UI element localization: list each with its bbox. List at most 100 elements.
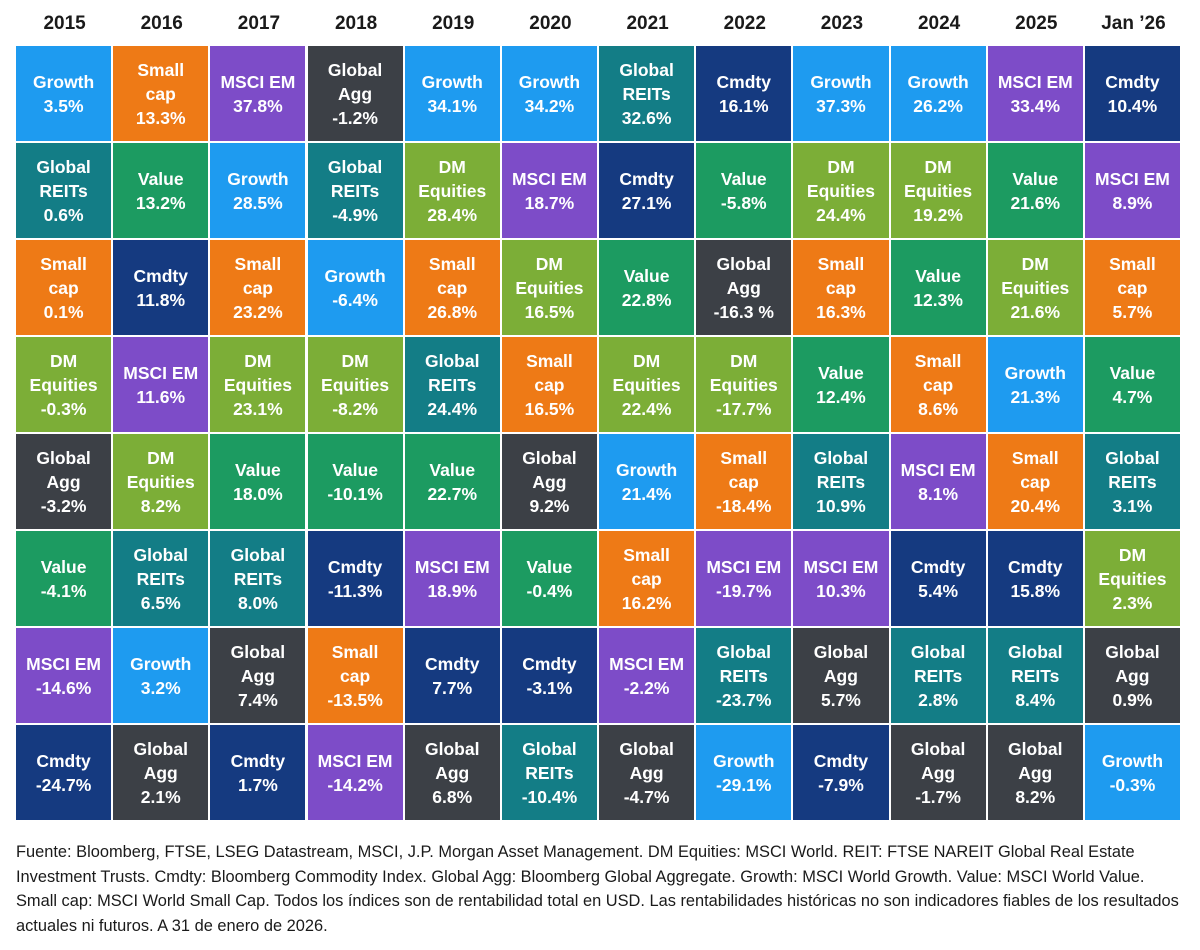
return-value: -1.2% [332,107,378,128]
asset-label: DM Equities [1098,544,1167,589]
return-tile: Cmdty 7.7% [404,628,500,723]
return-tile: Small cap 13.3% [113,46,209,141]
return-tile: Global Agg 5.7% [793,628,889,723]
year-header: 2024 [917,13,961,34]
return-tile: Cmdty -7.9% [793,725,889,820]
tile-text: Global Agg -3.2% [34,446,92,518]
asset-label: Growth [1101,750,1164,771]
return-tile: Global Agg 9.2% [501,434,597,529]
return-tile: MSCI EM 10.3% [793,531,889,626]
tile-text: MSCI EM 18.9% [413,555,492,603]
tile-text: Small cap 13.3% [134,58,188,130]
tile-text: Global REITs 24.4% [423,349,481,421]
return-tile: Growth 34.1% [404,46,500,141]
tile-text: Small cap 16.2% [620,543,674,615]
tile-text: DM Equities -0.3% [28,349,100,421]
year-header: 2021 [626,13,669,34]
tile-text: Value 12.4% [814,361,868,409]
return-value: 22.7% [427,483,478,504]
asset-label: Global Agg [133,738,188,783]
return-tile: Small cap 23.2% [210,240,306,335]
return-value: 8.4% [1015,689,1056,710]
asset-label: Global REITs [910,641,966,686]
tile-text: Global REITs 3.1% [1103,446,1161,518]
year-header: Jan ’26 [1101,13,1166,34]
tile-text: DM Equities 8.2% [125,446,197,518]
return-value: -3.1% [526,677,573,698]
return-tile: Global REITs -10.4% [501,725,597,820]
return-value: 23.2% [233,301,283,322]
return-tile: Value 12.3% [890,240,986,335]
year-header: 2025 [1015,13,1058,34]
return-value: -7.9% [818,774,864,795]
return-value: 23.1% [233,398,283,419]
return-tile: Global Agg 7.4% [210,628,306,723]
return-tile: Small cap 20.4% [987,434,1083,529]
return-tile: MSCI EM 8.1% [890,434,986,529]
tile-text: Cmdty 1.7% [229,749,287,797]
return-tile: MSCI EM 33.4% [987,46,1083,141]
return-value: -0.4% [526,580,573,601]
asset-label: Global Agg [1008,738,1063,783]
return-value: 26.8% [427,301,478,322]
tile-text: Cmdty 5.4% [909,555,967,603]
asset-label: Growth [615,459,678,480]
tile-text: Cmdty 7.7% [423,652,481,700]
asset-label: DM Equities [612,350,681,395]
tile-text: Value 22.7% [425,458,479,506]
asset-label: Global REITs [36,156,91,201]
return-tile: DM Equities 8.2% [113,434,209,529]
tile-text: MSCI EM 8.1% [899,458,978,506]
return-value: 16.5% [524,301,575,322]
tile-text: Global Agg 2.1% [132,737,190,809]
asset-label: Cmdty [1105,71,1160,92]
year-header: 2019 [432,13,475,34]
return-value: 2.1% [140,786,181,807]
return-value: 19.2% [913,204,963,225]
return-tile: Small cap 16.2% [599,531,695,626]
asset-label: Growth [518,71,581,92]
tile-text: Cmdty -24.7% [34,749,93,797]
return-value: 37.3% [816,95,866,116]
return-tile: Small cap 16.5% [501,337,597,432]
return-value: 11.8% [136,289,186,310]
return-tile: Global Agg 8.2% [987,725,1083,820]
return-value: 10.9% [816,495,866,516]
tile-text: DM Equities 28.4% [416,155,488,227]
return-tile: DM Equities -0.3% [16,337,112,432]
asset-label: Small cap [234,253,282,298]
asset-label: MSCI EM [609,653,685,674]
tile-text: MSCI EM -14.2% [316,749,395,797]
return-tile: Growth 37.3% [793,46,889,141]
return-value: 21.6% [1010,192,1061,213]
asset-label: Growth [713,750,775,771]
return-value: 3.5% [43,95,84,116]
return-tile: Global REITs 10.9% [793,434,889,529]
return-tile: Global REITs -23.7% [696,628,792,723]
tile-text: Cmdty -11.3% [326,555,384,603]
return-tile: DM Equities 2.3% [1084,531,1181,626]
return-value: 0.6% [43,204,84,225]
return-tile: Growth -29.1% [696,725,792,820]
return-value: -14.2% [327,774,383,795]
return-tile: Value -5.8% [696,143,792,238]
tile-text: Value 18.0% [231,458,285,506]
return-value: 18.0% [233,483,283,504]
asset-label: Small cap [137,59,185,104]
asset-label: Global Agg [716,253,771,298]
tile-text: Growth 37.3% [808,70,873,118]
return-tile: Cmdty -24.7% [16,725,112,820]
asset-label: Global Agg [230,641,286,686]
return-tile: MSCI EM 8.9% [1084,143,1181,238]
return-tile: Value -10.1% [307,434,403,529]
return-value: 20.4% [1010,495,1061,516]
tile-text: Small cap 23.2% [231,252,285,324]
return-tile: MSCI EM 18.9% [404,531,500,626]
tile-text: Global REITs 8.0% [229,543,287,615]
return-tile: DM Equities 19.2% [890,143,986,238]
asset-label: Global REITs [716,641,771,686]
asset-label: Global REITs [813,447,869,492]
tile-text: Value 4.7% [1108,361,1158,409]
return-value: 21.6% [1010,301,1061,322]
return-value: 32.6% [621,107,672,128]
